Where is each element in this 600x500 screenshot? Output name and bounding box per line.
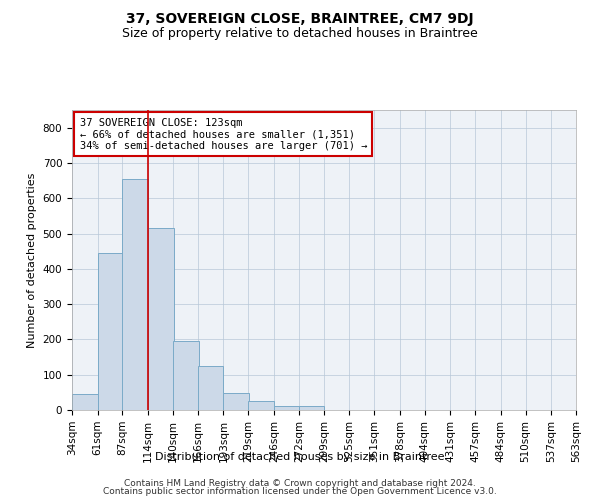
Bar <box>198 366 223 410</box>
Bar <box>148 228 174 410</box>
Bar <box>72 394 98 410</box>
Text: Contains HM Land Registry data © Crown copyright and database right 2024.: Contains HM Land Registry data © Crown c… <box>124 478 476 488</box>
Bar <box>299 406 325 410</box>
Bar <box>274 406 300 410</box>
Bar <box>98 253 124 410</box>
Y-axis label: Number of detached properties: Number of detached properties <box>27 172 37 348</box>
Bar <box>223 394 249 410</box>
Bar <box>173 341 199 410</box>
Text: Contains public sector information licensed under the Open Government Licence v3: Contains public sector information licen… <box>103 487 497 496</box>
Text: Distribution of detached houses by size in Braintree: Distribution of detached houses by size … <box>155 452 445 462</box>
Bar <box>248 401 274 410</box>
Text: Size of property relative to detached houses in Braintree: Size of property relative to detached ho… <box>122 28 478 40</box>
Text: 37, SOVEREIGN CLOSE, BRAINTREE, CM7 9DJ: 37, SOVEREIGN CLOSE, BRAINTREE, CM7 9DJ <box>126 12 474 26</box>
Bar <box>122 179 148 410</box>
Text: 37 SOVEREIGN CLOSE: 123sqm
← 66% of detached houses are smaller (1,351)
34% of s: 37 SOVEREIGN CLOSE: 123sqm ← 66% of deta… <box>80 118 367 150</box>
